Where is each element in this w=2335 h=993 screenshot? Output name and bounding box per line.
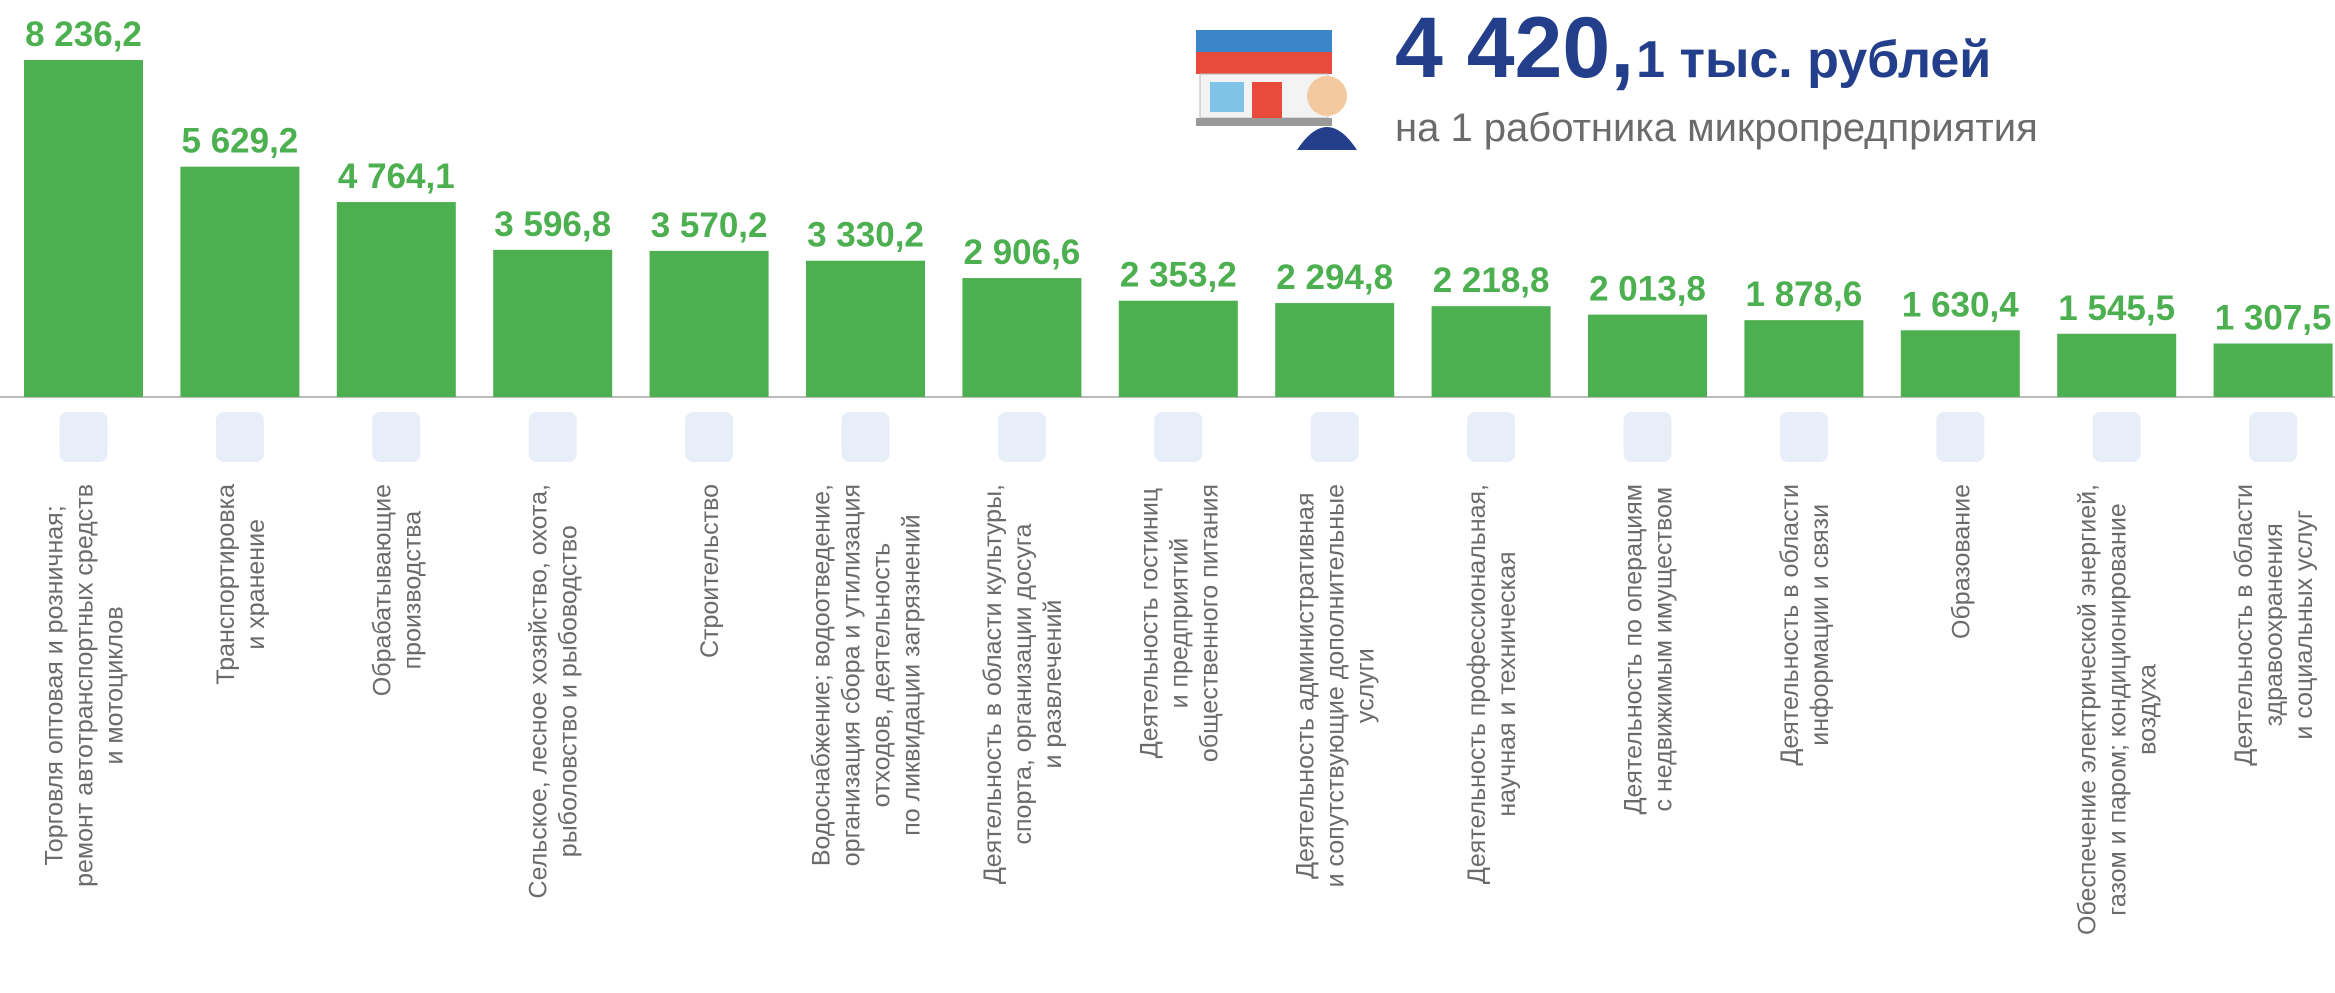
headline-value: 4 420, [1395, 0, 1634, 96]
value-label: 1 878,6 [1746, 275, 1863, 314]
category-label: Транспортировкаи хранение [212, 484, 270, 685]
category-label: Строительство [696, 484, 724, 658]
category-icon [841, 412, 890, 462]
category-icon [215, 412, 264, 462]
value-label: 1 307,5 [2215, 299, 2332, 338]
bar [1118, 300, 1238, 397]
category-icon [2249, 412, 2298, 462]
bar [806, 260, 925, 397]
bar [180, 166, 300, 397]
category-icon [997, 412, 1046, 462]
value-label: 2 218,8 [1433, 261, 1550, 300]
category-label: Сельское, лесное хозяйство, охота,рыболо… [525, 484, 583, 898]
category-label: Деятельность административнаяи сопутству… [1292, 484, 1380, 887]
category-icon [1936, 412, 1985, 462]
value-label: 2 013,8 [1589, 270, 1706, 309]
value-label: 3 330,2 [807, 216, 924, 255]
bar [1900, 330, 2020, 397]
category-label: Деятельность профессиональная,научная и … [1463, 484, 1521, 884]
bar [649, 250, 769, 397]
value-label: 1 630,4 [1902, 285, 2019, 324]
bar [2057, 333, 2177, 397]
value-label: 4 764,1 [338, 157, 455, 196]
bar [962, 278, 1082, 397]
category-icon [1467, 412, 1516, 462]
bar [2213, 343, 2333, 397]
value-label: 3 570,2 [651, 206, 768, 245]
bar [24, 60, 143, 397]
headline-unit: 1 тыс. рублей [1636, 31, 1991, 89]
category-label: Обрабатывающиепроизводства [368, 484, 426, 696]
bar [1431, 306, 1551, 397]
category-label: Деятельность по операциямс недвижимым им… [1620, 484, 1678, 814]
headline-subtitle: на 1 работника микропредприятия [1395, 106, 2038, 150]
category-label: Торговля оптовая и розничная;ремонт авто… [41, 484, 129, 887]
bar [493, 249, 613, 397]
headline: 4 420,1 тыс. рублей [1395, 0, 1991, 96]
value-label: 2 353,2 [1120, 256, 1237, 295]
category-label: Деятельность в областиздравоохраненияи с… [2230, 484, 2318, 766]
category-icon [528, 412, 577, 462]
category-label: Деятельность в областиинформации и связи [1776, 484, 1834, 766]
category-label: Обеспечение электрической энергией,газом… [2074, 484, 2162, 935]
category-label: Образование [1947, 484, 1975, 639]
bar [1744, 320, 1864, 397]
value-label: 3 596,8 [494, 205, 611, 244]
category-label: Деятельность гостиници предприятийобщест… [1135, 484, 1223, 762]
category-icon [372, 412, 421, 462]
value-label: 8 236,2 [25, 15, 142, 54]
bar [1588, 314, 1707, 397]
bar [336, 202, 456, 397]
value-label: 2 906,6 [964, 233, 1081, 272]
category-icon [1779, 412, 1828, 462]
category-label: Водоснабжение; водоотведение,организация… [808, 484, 926, 866]
value-label: 1 545,5 [2058, 289, 2175, 328]
shop-icon [1196, 30, 1357, 150]
value-label: 5 629,2 [182, 122, 299, 161]
category-icon [1310, 412, 1359, 462]
category-label: Деятельность в области культуры,спорта, … [979, 484, 1067, 884]
category-icon [1623, 412, 1672, 462]
bar [1275, 303, 1395, 397]
category-icon [685, 412, 734, 462]
value-label: 2 294,8 [1276, 258, 1393, 297]
category-icon [1154, 412, 1203, 462]
category-icon [2092, 412, 2141, 462]
category-icon [59, 412, 108, 462]
